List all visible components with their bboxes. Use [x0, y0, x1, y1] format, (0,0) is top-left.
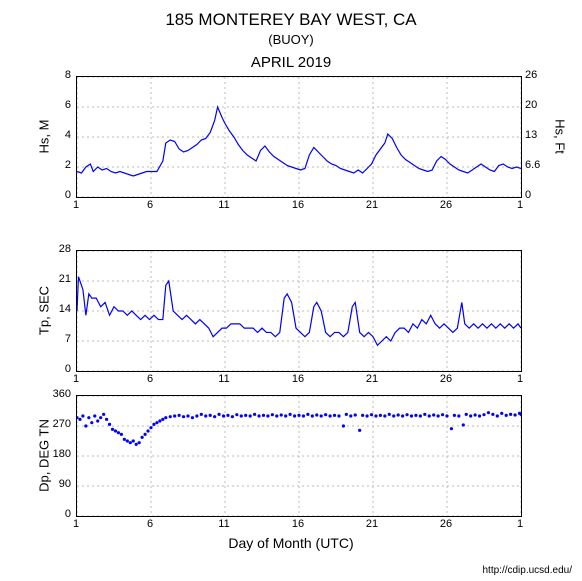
- x-tick-label: 1: [66, 373, 86, 385]
- x-tick-label: 1: [510, 373, 530, 385]
- source-url: http://cdip.ucsd.edu/: [482, 565, 572, 576]
- x-tick-label: 1: [66, 518, 86, 530]
- y-tick-label-right: 6.6: [525, 159, 540, 171]
- x-tick-label: 1: [510, 518, 530, 530]
- x-axis-label: Day of Month (UTC): [0, 535, 582, 551]
- y-axis-label: Hs, M: [37, 97, 52, 177]
- x-tick-label: 16: [288, 518, 308, 530]
- title-month: APRIL 2019: [0, 54, 582, 71]
- x-tick-label: 1: [510, 199, 530, 211]
- x-tick-label: 1: [66, 199, 86, 211]
- x-tick-label: 6: [140, 373, 160, 385]
- title-subtitle: (BUOY): [0, 32, 582, 47]
- y-axis-label: Dp, DEG TN: [37, 416, 52, 496]
- x-tick-label: 16: [288, 373, 308, 385]
- x-tick-label: 11: [214, 373, 234, 385]
- hs-chart: [76, 76, 522, 198]
- x-tick-label: 6: [140, 199, 160, 211]
- x-tick-label: 26: [436, 199, 456, 211]
- x-tick-label: 16: [288, 199, 308, 211]
- y-tick-label-right: 26: [525, 69, 537, 81]
- x-tick-label: 21: [362, 199, 382, 211]
- y-tick-label-right: 20: [525, 99, 537, 111]
- dp-chart: [76, 395, 522, 517]
- y-axis-label-right: Hs, Ft: [553, 107, 568, 167]
- y-tick-label: 28: [41, 243, 71, 255]
- title-main: 185 MONTEREY BAY WEST, CA: [0, 10, 582, 30]
- x-tick-label: 21: [362, 518, 382, 530]
- x-tick-label: 11: [214, 518, 234, 530]
- tp-chart: [76, 250, 522, 372]
- y-tick-label: 8: [41, 69, 71, 81]
- chart-container: 185 MONTEREY BAY WEST, CA (BUOY) APRIL 2…: [0, 0, 582, 581]
- x-tick-label: 6: [140, 518, 160, 530]
- x-tick-label: 26: [436, 518, 456, 530]
- x-tick-label: 21: [362, 373, 382, 385]
- y-tick-label: 360: [41, 388, 71, 400]
- y-axis-label: Tp, SEC: [37, 271, 52, 351]
- y-tick-label-right: 13: [525, 129, 537, 141]
- x-tick-label: 26: [436, 373, 456, 385]
- x-tick-label: 11: [214, 199, 234, 211]
